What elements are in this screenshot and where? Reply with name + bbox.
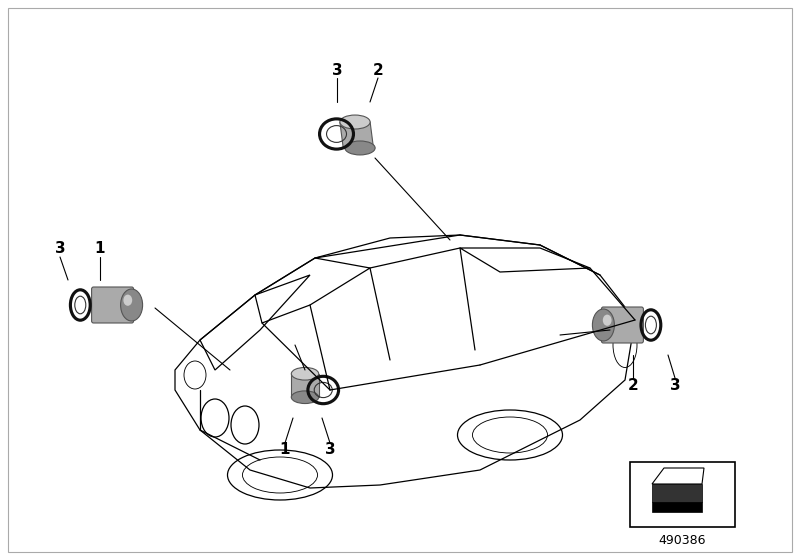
Text: 2: 2 [628, 377, 638, 393]
Bar [630, 462, 735, 527]
Ellipse shape [340, 115, 370, 129]
Ellipse shape [291, 391, 318, 404]
Text: 3: 3 [670, 377, 680, 393]
Bar [652, 484, 702, 502]
FancyBboxPatch shape [91, 287, 134, 323]
Ellipse shape [603, 315, 612, 326]
Ellipse shape [345, 141, 375, 155]
Text: 3: 3 [54, 240, 66, 255]
Text: 1: 1 [280, 442, 290, 458]
Text: 3: 3 [325, 442, 335, 458]
Text: 1: 1 [94, 240, 106, 255]
Bar [652, 502, 702, 512]
Ellipse shape [291, 367, 318, 380]
Text: 2: 2 [373, 63, 383, 77]
Ellipse shape [592, 309, 614, 341]
Polygon shape [291, 374, 318, 397]
Ellipse shape [121, 289, 142, 321]
Text: 490386: 490386 [658, 534, 706, 548]
Ellipse shape [123, 295, 132, 306]
Text: 3: 3 [332, 63, 342, 77]
FancyBboxPatch shape [602, 307, 643, 343]
Polygon shape [340, 122, 374, 148]
